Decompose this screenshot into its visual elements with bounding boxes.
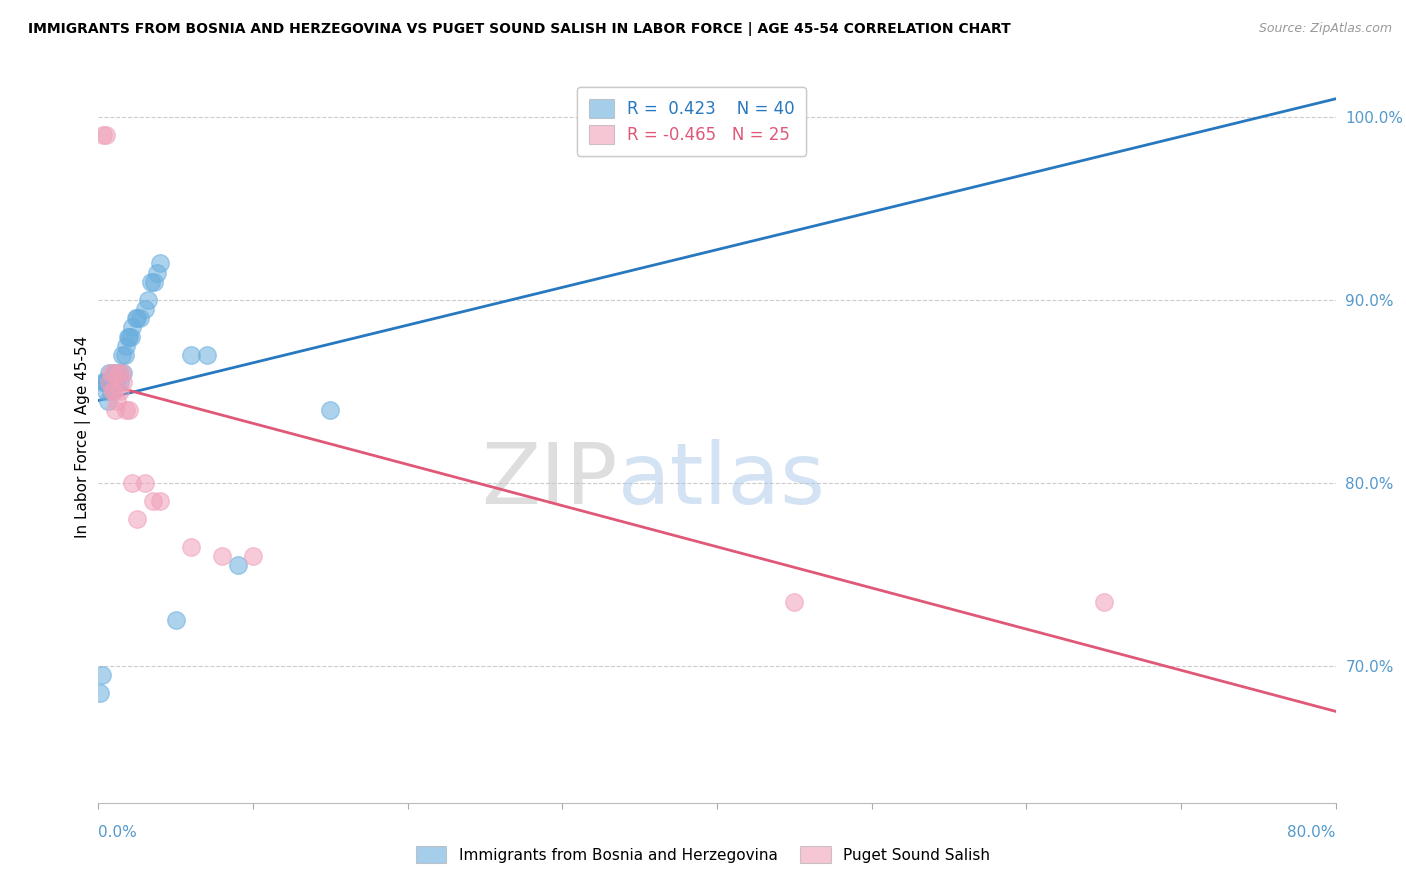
- Point: [104, 402, 127, 417]
- Point: [783, 594, 806, 608]
- Point: [142, 494, 165, 508]
- Point: [114, 348, 136, 362]
- Point: [96, 375, 118, 389]
- Point: [96, 384, 118, 399]
- Point: [96, 128, 118, 143]
- Point: [91, 128, 114, 143]
- Point: [127, 512, 149, 526]
- Point: [89, 686, 111, 700]
- Point: [129, 311, 152, 326]
- Point: [101, 375, 124, 389]
- Legend: Immigrants from Bosnia and Herzegovina, Puget Sound Salish: Immigrants from Bosnia and Herzegovina, …: [408, 838, 998, 871]
- Point: [112, 366, 135, 380]
- Point: [100, 384, 122, 399]
- Point: [97, 393, 120, 408]
- Legend: R =  0.423    N = 40, R = -0.465   N = 25: R = 0.423 N = 40, R = -0.465 N = 25: [576, 87, 806, 155]
- Point: [242, 549, 264, 563]
- Point: [180, 348, 202, 362]
- Point: [108, 375, 131, 389]
- Point: [91, 375, 114, 389]
- Point: [112, 375, 135, 389]
- Text: IMMIGRANTS FROM BOSNIA AND HERZEGOVINA VS PUGET SOUND SALISH IN LABOR FORCE | AG: IMMIGRANTS FROM BOSNIA AND HERZEGOVINA V…: [28, 22, 1011, 37]
- Point: [103, 366, 125, 380]
- Point: [105, 375, 128, 389]
- Point: [103, 375, 125, 389]
- Point: [211, 549, 233, 563]
- Point: [139, 275, 162, 289]
- Point: [104, 366, 127, 380]
- Text: 0.0%: 0.0%: [98, 825, 138, 840]
- Point: [103, 366, 125, 380]
- Point: [98, 375, 121, 389]
- Point: [121, 320, 143, 334]
- Point: [98, 375, 121, 389]
- Point: [134, 475, 156, 490]
- Point: [319, 402, 342, 417]
- Point: [1092, 594, 1115, 608]
- Point: [165, 613, 187, 627]
- Point: [124, 311, 146, 326]
- Point: [108, 384, 131, 399]
- Point: [115, 338, 138, 352]
- Text: ZIP: ZIP: [482, 440, 619, 523]
- Point: [103, 384, 125, 399]
- Point: [118, 402, 141, 417]
- Point: [107, 366, 129, 380]
- Point: [121, 475, 143, 490]
- Point: [120, 329, 142, 343]
- Point: [101, 384, 124, 399]
- Point: [90, 667, 112, 681]
- Point: [226, 558, 249, 573]
- Point: [149, 256, 172, 270]
- Point: [98, 366, 121, 380]
- Text: 80.0%: 80.0%: [1288, 825, 1336, 840]
- Y-axis label: In Labor Force | Age 45-54: In Labor Force | Age 45-54: [76, 336, 91, 538]
- Point: [115, 402, 138, 417]
- Point: [134, 301, 156, 316]
- Point: [146, 265, 169, 279]
- Text: Source: ZipAtlas.com: Source: ZipAtlas.com: [1258, 22, 1392, 36]
- Point: [180, 540, 202, 554]
- Text: atlas: atlas: [619, 440, 827, 523]
- Point: [105, 393, 128, 408]
- Point: [93, 375, 115, 389]
- Point: [118, 329, 141, 343]
- Point: [111, 366, 134, 380]
- Point: [111, 348, 134, 362]
- Point: [136, 293, 159, 307]
- Point: [100, 366, 122, 380]
- Point: [149, 494, 172, 508]
- Point: [117, 329, 139, 343]
- Point: [143, 275, 166, 289]
- Point: [195, 348, 218, 362]
- Point: [107, 366, 129, 380]
- Point: [127, 311, 149, 326]
- Point: [659, 128, 682, 143]
